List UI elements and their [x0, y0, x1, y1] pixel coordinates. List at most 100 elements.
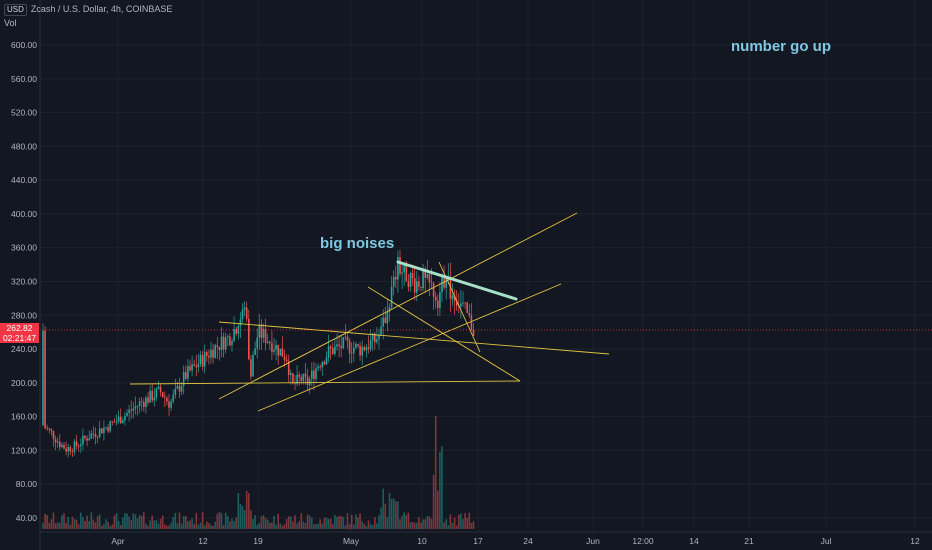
candle-body	[149, 390, 151, 403]
candle-body	[174, 388, 177, 395]
volume-bar	[338, 515, 340, 529]
volume-bar	[437, 490, 439, 529]
candle-body	[317, 366, 319, 369]
volume-bar	[54, 523, 57, 529]
volume-bar	[361, 521, 363, 529]
volume-bar	[294, 515, 296, 529]
currency-badge[interactable]: USD	[4, 4, 27, 16]
candle-body	[126, 413, 128, 416]
candle-body	[153, 397, 156, 401]
volume-bar	[153, 520, 156, 529]
candle-body	[119, 416, 122, 424]
candle-body	[388, 307, 391, 312]
volume-bar	[355, 514, 357, 529]
volume-bar	[264, 517, 267, 529]
candle-body	[395, 276, 397, 280]
volume-bar	[187, 521, 189, 529]
candle-body	[180, 385, 183, 392]
volume-bar	[447, 525, 450, 529]
volume-bar	[313, 524, 315, 529]
volume-bar	[411, 522, 414, 529]
candle-body	[73, 441, 76, 452]
volume-bar	[365, 525, 368, 529]
volume-bar	[409, 521, 412, 529]
volume-bar	[271, 522, 273, 529]
candle-body	[203, 352, 206, 367]
candle-body	[229, 336, 231, 346]
volume-bar	[466, 517, 468, 529]
candle-body	[350, 353, 353, 354]
volume-bar	[203, 525, 206, 529]
volume-bar	[96, 516, 99, 529]
candle-body	[67, 447, 69, 452]
volume-bar	[275, 524, 277, 529]
candle-body	[187, 366, 189, 379]
candle-body	[420, 286, 422, 289]
candle-body	[323, 362, 326, 365]
candle-body	[75, 441, 78, 446]
candle-body	[145, 397, 147, 408]
candle-body	[271, 343, 273, 352]
candle-body	[365, 347, 368, 351]
volume-bar	[445, 519, 447, 529]
candle-body	[382, 317, 384, 327]
candle-body	[397, 257, 399, 280]
candle-body	[170, 401, 172, 408]
x-tick-label: 12	[198, 536, 208, 546]
y-tick-label: 80.00	[16, 479, 38, 489]
candle-body	[470, 315, 473, 330]
candle-body	[464, 302, 466, 304]
candle-body	[294, 383, 296, 384]
volume-bar	[111, 524, 114, 529]
candle-body	[340, 345, 342, 349]
candle-body	[222, 336, 225, 350]
candle-body	[124, 415, 126, 421]
volume-bar	[84, 520, 86, 529]
x-tick-label: 12	[910, 536, 920, 546]
candle-body	[430, 282, 433, 284]
candle-body	[462, 302, 464, 304]
candle-body	[313, 370, 315, 380]
volume-bar	[46, 515, 48, 529]
x-tick-label: 19	[253, 536, 263, 546]
candle-body	[409, 273, 412, 287]
candle-body	[346, 336, 349, 341]
candle-body	[290, 373, 292, 376]
volume-bar	[124, 513, 126, 529]
candle-body	[306, 376, 309, 385]
candle-body	[269, 341, 271, 344]
volume-bar	[151, 515, 153, 529]
candle-body	[109, 421, 111, 432]
candle-body	[134, 406, 137, 409]
candle-body	[111, 421, 114, 423]
volume-bar	[216, 513, 219, 529]
x-tick-label: 10	[417, 536, 427, 546]
candle-body	[254, 348, 256, 355]
volume-bar	[197, 524, 200, 529]
volume-bar	[109, 525, 111, 529]
volume-bar	[138, 515, 141, 529]
volume-bar	[254, 514, 256, 529]
volume-bar	[346, 513, 349, 529]
candle-body	[143, 402, 145, 408]
candle-body	[329, 346, 332, 349]
volume-bar	[281, 525, 284, 529]
candle-body	[113, 422, 116, 423]
volume-bar	[416, 522, 418, 529]
candle-body	[279, 348, 282, 356]
trendlines	[129, 212, 610, 412]
volume-bar	[392, 498, 395, 529]
volume-bar	[224, 512, 227, 529]
candle-body	[138, 401, 141, 406]
volume-label[interactable]: Vol	[4, 18, 17, 28]
x-tick-label: 24	[523, 536, 533, 546]
candle-body	[296, 374, 298, 384]
volume-bar	[90, 512, 93, 529]
candle-body	[422, 270, 424, 289]
y-tick-label: 120.00	[11, 445, 37, 455]
candle-body	[411, 273, 414, 279]
candle-body	[210, 349, 212, 358]
candle-body	[353, 347, 355, 354]
candle-body	[157, 386, 160, 389]
